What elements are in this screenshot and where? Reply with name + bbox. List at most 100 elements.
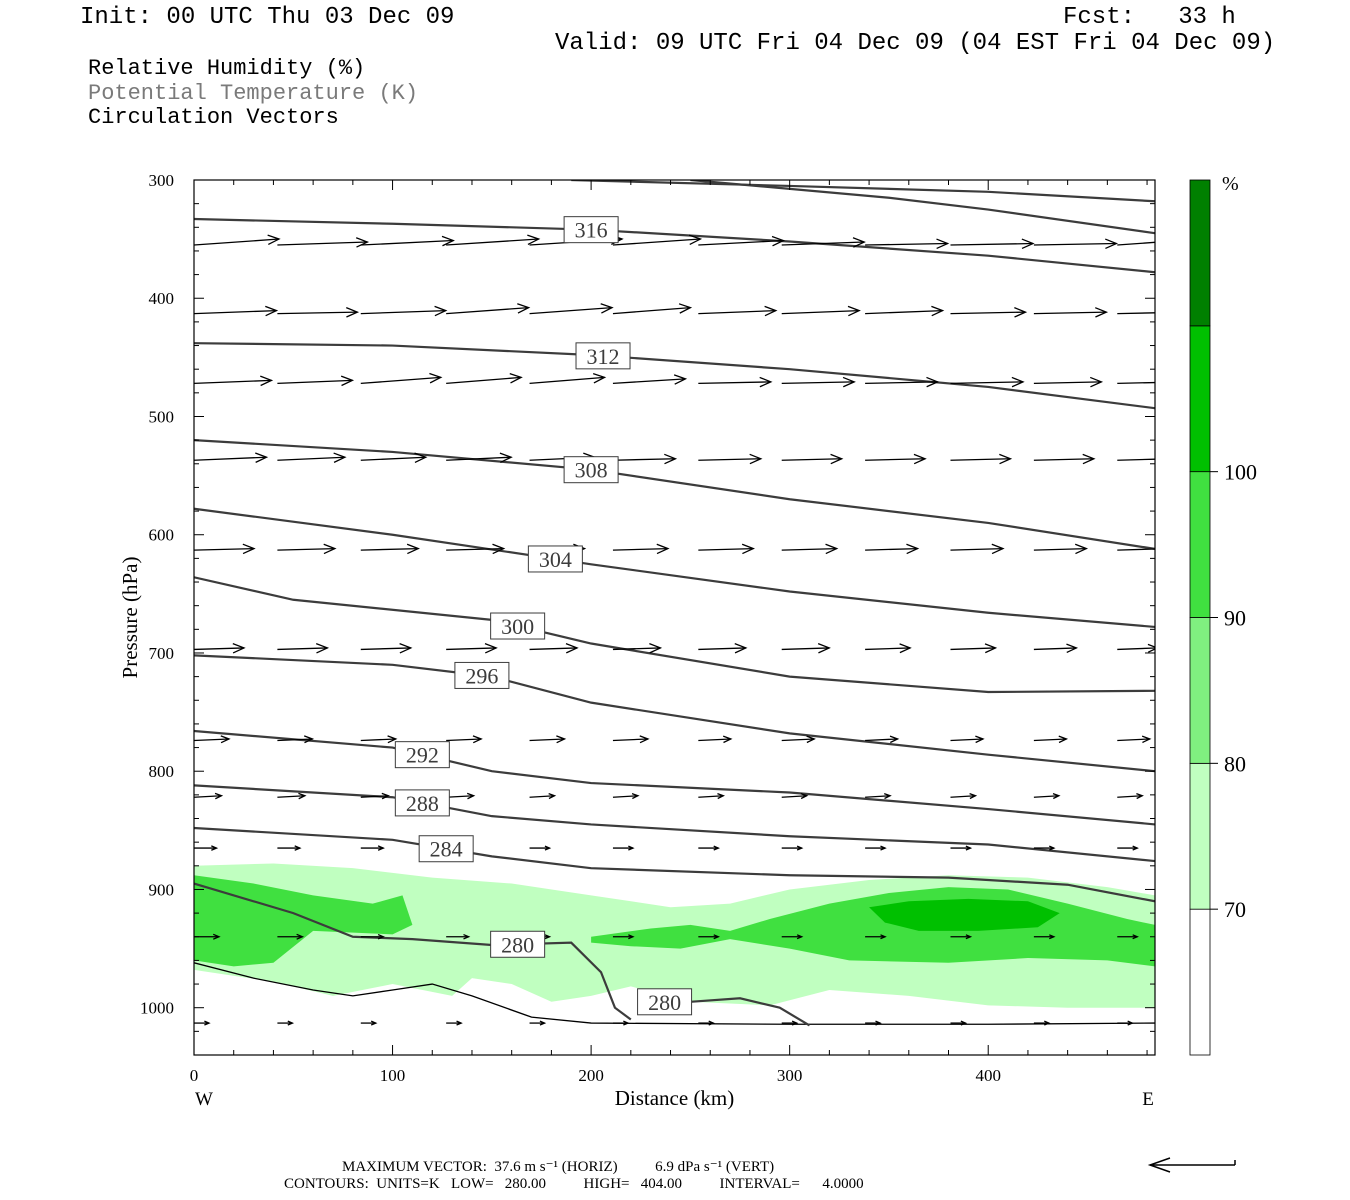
wind-vector-6-5 bbox=[612, 738, 648, 742]
contour-label-0: 316 bbox=[575, 218, 608, 243]
wind-vector-head-3-7 bbox=[830, 453, 844, 465]
wind-vector-head-1-10 bbox=[1094, 307, 1109, 318]
wind-vector-head-9-9 bbox=[965, 934, 973, 940]
wind-vector-head-4-2 bbox=[406, 543, 420, 555]
x-tick-label-0: 0 bbox=[190, 1066, 199, 1085]
colorbar-segment-1 bbox=[1189, 762, 1211, 910]
theta-contour-4 bbox=[194, 439, 1155, 551]
wind-vector-3-1 bbox=[277, 456, 345, 461]
contour-label-10: 284 bbox=[430, 837, 463, 862]
wind-vector-4-8 bbox=[865, 547, 918, 551]
wind-vector-0-10 bbox=[1033, 242, 1117, 246]
cross-section-chart: 3163123083043002962922882842802803004005… bbox=[118, 171, 1257, 1110]
wind-vector-0-1 bbox=[277, 241, 368, 246]
wind-vector-head-2-5 bbox=[673, 374, 688, 385]
y-tick-label-1: 400 bbox=[149, 289, 175, 308]
wind-vector-2-1 bbox=[277, 379, 353, 385]
wind-vector-3-3 bbox=[446, 456, 512, 461]
wind-vector-0-0 bbox=[194, 238, 280, 246]
x-axis-label: Distance (km) bbox=[615, 1086, 735, 1110]
wind-vector-head-10-2 bbox=[370, 1020, 378, 1026]
wind-vector-head-1-6 bbox=[764, 305, 778, 317]
wind-vector-head-2-11 bbox=[1174, 377, 1185, 386]
wind-vector-2-7 bbox=[781, 381, 855, 385]
wind-vector-head-10-3 bbox=[456, 1020, 463, 1026]
wind-vector-head-7-3 bbox=[466, 792, 476, 800]
wind-vector-7-9 bbox=[950, 795, 976, 798]
wind-vector-head-0-0 bbox=[267, 234, 281, 246]
y-tick-label-5: 800 bbox=[149, 762, 175, 781]
colorbar-segment-2 bbox=[1189, 617, 1211, 764]
wind-vector-head-6-7 bbox=[806, 735, 816, 744]
wind-vector-6-11 bbox=[1117, 738, 1150, 742]
wind-vector-head-6-11 bbox=[1141, 735, 1152, 744]
wind-vector-0-7 bbox=[781, 241, 865, 246]
wind-vector-head-8-8 bbox=[880, 845, 887, 851]
y-tick-label-4: 700 bbox=[149, 644, 175, 663]
wind-vector-head-1-9 bbox=[1014, 307, 1028, 318]
wind-vector-7-0 bbox=[194, 795, 222, 798]
y-tick-label-2: 500 bbox=[149, 407, 175, 426]
wind-vector-head-10-4 bbox=[539, 1020, 547, 1026]
wind-vector-2-8 bbox=[865, 381, 938, 385]
wind-vector-head-0-8 bbox=[936, 238, 950, 250]
wind-vector-head-5-9 bbox=[984, 643, 998, 654]
wind-vector-head-2-8 bbox=[926, 376, 940, 388]
wind-vector-5-7 bbox=[781, 647, 830, 651]
wind-vector-1-0 bbox=[194, 309, 277, 315]
wind-vector-head-3-6 bbox=[749, 453, 763, 465]
theta-contour-2 bbox=[690, 180, 1155, 235]
wind-vector-head-9-8 bbox=[880, 934, 887, 940]
wind-vector-head-3-5 bbox=[664, 453, 678, 465]
wind-vector-head-0-2 bbox=[441, 235, 455, 247]
wind-vector-head-10-5 bbox=[623, 1020, 630, 1026]
wind-vector-6-10 bbox=[1033, 738, 1067, 742]
wind-vector-head-1-1 bbox=[346, 307, 360, 318]
wind-vector-1-11 bbox=[1117, 312, 1155, 315]
wind-vector-5-1 bbox=[277, 647, 328, 651]
contour-label-6: 300 bbox=[501, 614, 534, 639]
wind-vector-head-8-10 bbox=[1049, 845, 1056, 851]
wind-vector-head-0-7 bbox=[852, 237, 866, 248]
wind-vector-7-3 bbox=[446, 795, 474, 798]
theta-contour-6 bbox=[194, 576, 1155, 694]
wind-vector-head-6-5 bbox=[639, 735, 650, 744]
wind-vector-head-7-11 bbox=[1136, 793, 1144, 800]
wind-vector-6-2 bbox=[360, 738, 396, 742]
wind-vector-head-9-2 bbox=[377, 933, 385, 940]
theta-contour-3 bbox=[194, 342, 1155, 410]
wind-vector-head-2-4 bbox=[592, 372, 607, 384]
wind-vector-head-8-6 bbox=[713, 845, 720, 851]
wind-vector-6-9 bbox=[950, 738, 984, 742]
wind-vector-7-1 bbox=[277, 795, 305, 798]
wind-vector-head-5-5 bbox=[649, 643, 663, 654]
colorbar-unit: % bbox=[1222, 173, 1239, 195]
contour-label-box-7 bbox=[454, 661, 510, 689]
wind-vector-3-10 bbox=[1033, 458, 1094, 461]
wind-vector-head-4-0 bbox=[242, 543, 256, 555]
wind-vector-6-6 bbox=[698, 738, 731, 742]
wind-vector-2-11 bbox=[1117, 381, 1155, 385]
wind-vector-head-2-1 bbox=[340, 375, 355, 387]
wind-vector-0-5 bbox=[612, 238, 701, 246]
wind-vector-head-4-3 bbox=[492, 543, 506, 555]
wind-vector-head-0-5 bbox=[688, 234, 703, 246]
contour-label-9: 288 bbox=[406, 791, 439, 816]
wind-vector-head-2-0 bbox=[260, 375, 274, 387]
wind-vector-head-9-6 bbox=[713, 934, 720, 940]
theta-contour-1 bbox=[571, 180, 1155, 203]
wind-vector-head-2-6 bbox=[759, 376, 773, 388]
wind-vector-head-5-0 bbox=[232, 642, 246, 654]
wind-vector-0-11 bbox=[1117, 241, 1155, 246]
x-tick-label-4: 400 bbox=[975, 1066, 1001, 1085]
wind-vector-3-5 bbox=[612, 458, 676, 461]
wind-vector-head-1-3 bbox=[517, 303, 531, 314]
contour-label-4: 308 bbox=[575, 458, 608, 483]
wind-vector-7-8 bbox=[865, 795, 891, 798]
rh-shade-80-1 bbox=[194, 875, 413, 967]
wind-vector-head-8-9 bbox=[965, 845, 973, 851]
valid-time: Valid: 09 UTC Fri 04 Dec 09 (04 EST Fri … bbox=[555, 30, 1276, 57]
wind-vector-head-3-0 bbox=[255, 452, 269, 463]
wind-vector-head-10-6 bbox=[708, 1020, 715, 1026]
wind-vector-6-3 bbox=[446, 738, 482, 742]
